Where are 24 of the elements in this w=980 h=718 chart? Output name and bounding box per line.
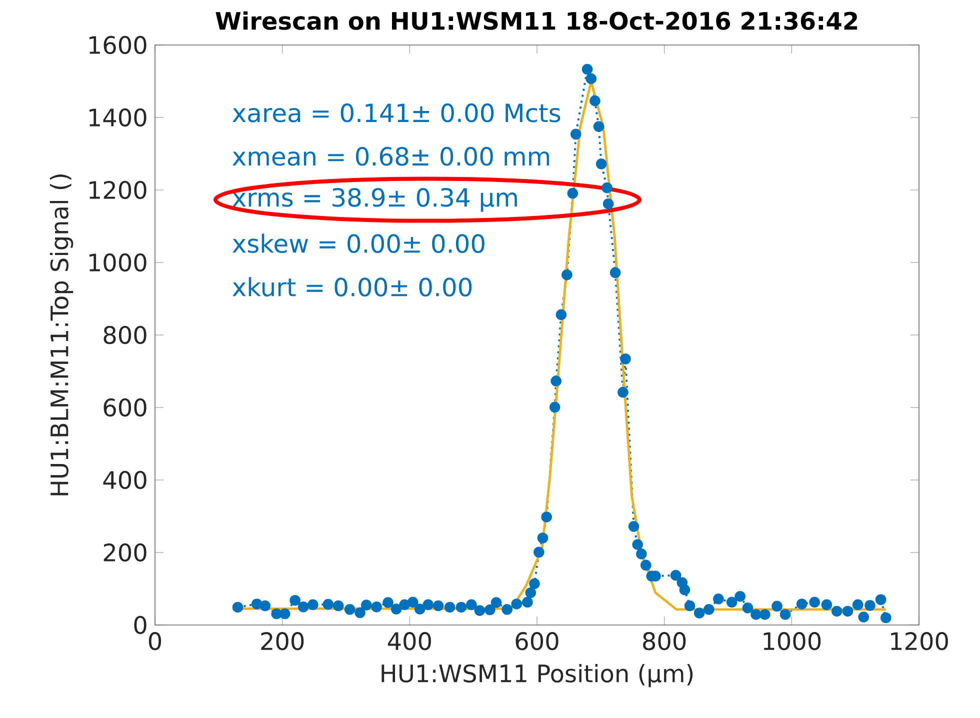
y-tick-label: 1600	[89, 36, 146, 54]
x-tick-label: 400	[388, 632, 431, 650]
annotation: xkurt = 0.00± 0.00	[232, 277, 472, 297]
annotation: xskew = 0.00± 0.00	[232, 234, 484, 254]
y-tick-label: 0	[134, 616, 146, 634]
x-axis-title: HU1:WSM11 Position (μm)	[382, 664, 693, 688]
y-tick-label: 800	[104, 326, 146, 344]
y-tick-label: 400	[103, 470, 146, 490]
annotation: xarea = 0.141± 0.00 Mcts	[232, 103, 560, 122]
y-tick-label: 1400	[89, 108, 146, 127]
x-tick-label: 1000	[764, 632, 821, 650]
x-tick-label: 800	[643, 632, 686, 650]
annotation: xrms = 38.9± 0.34 μm	[232, 188, 517, 212]
x-tick-label: 200	[261, 632, 304, 650]
y-axis-title: HU1:BLM:M11:Top Signal ()	[50, 174, 74, 496]
chart-title: Wirescan on HU1:WSM11 18-Oct-2016 21:36:42	[216, 11, 858, 30]
x-tick-label: 600	[516, 632, 558, 650]
y-tick-label: 200	[104, 543, 146, 562]
annotation: xmean = 0.68± 0.00 mm	[232, 146, 550, 166]
y-tick-label: 1200	[89, 180, 146, 200]
y-tick-label: 600	[104, 398, 146, 417]
x-tick-label: 1200	[891, 632, 948, 650]
x-tick-label: 0	[148, 632, 162, 650]
y-tick-label: 1000	[89, 253, 146, 272]
